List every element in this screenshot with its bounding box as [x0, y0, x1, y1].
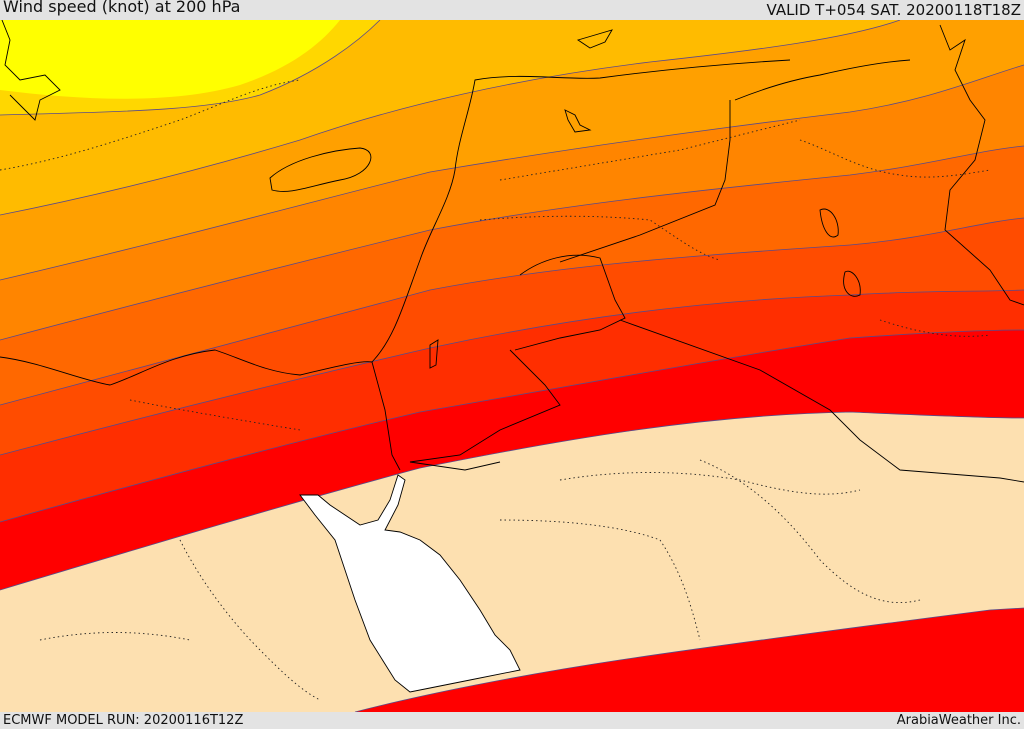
- wind-band-1: [0, 20, 340, 99]
- header-bar: Wind speed (knot) at 200 hPa VALID T+054…: [0, 0, 1024, 20]
- valid-time: VALID T+054 SAT. 20200118T18Z: [766, 1, 1021, 19]
- isotach-contours: [0, 20, 1024, 712]
- map-canvas: [0, 20, 1024, 712]
- map-title: Wind speed (knot) at 200 hPa: [3, 0, 241, 16]
- southern-wind-band: [355, 608, 1024, 712]
- coastlines: [0, 20, 1024, 483]
- model-run-label: ECMWF MODEL RUN: 20200116T12Z: [3, 713, 244, 728]
- footer-bar: ECMWF MODEL RUN: 20200116T12Z ArabiaWeat…: [0, 712, 1024, 729]
- admin-boundaries: [0, 79, 991, 701]
- credit-label: ArabiaWeather Inc.: [896, 713, 1021, 728]
- red-sea: [299, 474, 521, 693]
- wind-speed-map: [0, 20, 1024, 712]
